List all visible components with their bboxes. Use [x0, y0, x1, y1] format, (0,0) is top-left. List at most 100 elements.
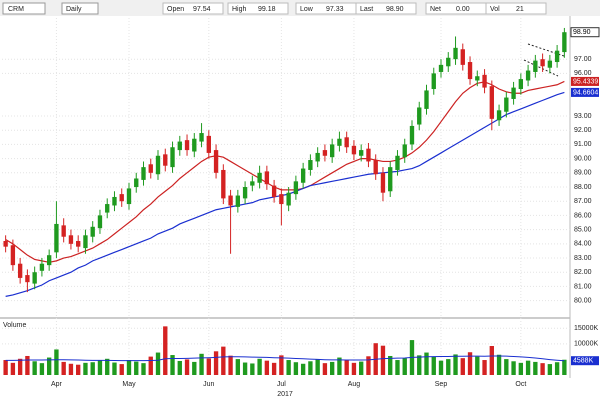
- candle-body: [105, 204, 110, 213]
- volume-bar: [25, 355, 30, 375]
- volume-bar: [562, 359, 567, 375]
- candle-body: [482, 74, 487, 88]
- field-value: 21: [516, 6, 524, 13]
- volume-bar: [308, 361, 313, 375]
- volume-bar: [518, 362, 524, 375]
- volume-bar: [525, 360, 531, 375]
- candle-body: [235, 195, 241, 207]
- candle-body: [322, 150, 328, 156]
- candle-body: [264, 171, 270, 185]
- candle-body: [453, 47, 458, 60]
- volume-bar: [134, 361, 139, 375]
- candle-body: [257, 172, 262, 183]
- candle-body: [388, 167, 393, 192]
- y-tick-label: 91.00: [574, 141, 592, 148]
- y-tick-label: 92.00: [574, 127, 592, 134]
- x-tick-label: Sep: [435, 381, 448, 388]
- y-tick-label: 86.00: [574, 212, 592, 219]
- volume-bar: [467, 352, 473, 375]
- field-label: High: [232, 6, 247, 13]
- candle-body: [395, 155, 400, 170]
- moving-average: [5, 91, 565, 297]
- candle-body: [97, 215, 103, 229]
- volume-bar: [76, 364, 81, 375]
- price-tag: [571, 87, 599, 97]
- candle-body: [351, 145, 357, 155]
- period-box[interactable]: [61, 2, 99, 15]
- candle-body: [192, 138, 197, 152]
- volume-bar: [315, 359, 320, 375]
- y-tick-label: 85.00: [574, 226, 592, 233]
- candle-body: [511, 87, 516, 99]
- volume-bar: [126, 360, 132, 375]
- volume-bar: [10, 362, 16, 375]
- y-tick-label: 97.00: [574, 56, 592, 63]
- y-tick-label: 90.00: [574, 155, 592, 162]
- volume-bar: [431, 356, 436, 375]
- volume-bar: [271, 362, 277, 375]
- symbol-box[interactable]: [2, 2, 46, 15]
- candle-body: [46, 255, 52, 266]
- candle-body: [438, 64, 444, 72]
- candle-body: [460, 49, 465, 65]
- candle-body: [10, 245, 16, 266]
- candle-body: [76, 240, 81, 247]
- volume-bar: [177, 360, 182, 375]
- price-tag-label: 95.4339: [573, 78, 598, 85]
- volume-bar: [366, 356, 371, 375]
- volume-bar: [61, 361, 66, 375]
- volume-bar: [453, 354, 458, 375]
- candle-body: [417, 107, 422, 125]
- candle-body: [126, 188, 132, 205]
- candle-body: [431, 73, 436, 90]
- volume-bar: [112, 362, 117, 375]
- x-tick-label: May: [122, 381, 136, 388]
- volume-bar: [46, 357, 52, 375]
- candle-body: [366, 148, 371, 162]
- candle-body: [562, 32, 567, 53]
- candle-body: [83, 235, 88, 249]
- volume-bar: [257, 358, 262, 375]
- y-tick-label: 83.00: [574, 255, 592, 262]
- candle-body: [554, 50, 560, 63]
- volume-bar: [388, 355, 393, 375]
- volume-bar: [554, 362, 560, 375]
- volume-bar: [54, 349, 59, 375]
- volume-bar: [206, 358, 211, 375]
- field-label: Last: [360, 6, 373, 13]
- volume-bar: [250, 363, 255, 375]
- volume-bar: [163, 326, 168, 375]
- price-tag: [571, 76, 599, 86]
- field-label: Open: [167, 6, 184, 13]
- volume-bar: [417, 355, 422, 375]
- volume-bar: [337, 357, 342, 375]
- y-tick-label: 88.00: [574, 184, 592, 191]
- volume-bar: [344, 360, 349, 375]
- candle-body: [359, 150, 364, 156]
- candle-body: [32, 272, 37, 284]
- volume-bar: [228, 355, 233, 375]
- volume-bar: [402, 358, 407, 375]
- candle-body: [300, 168, 306, 183]
- field-label: Low: [300, 6, 314, 13]
- volume-bar: [511, 361, 516, 375]
- volume-bar: [83, 362, 88, 375]
- moving-average: [5, 80, 565, 263]
- volume-bar: [264, 360, 270, 375]
- volume-bar: [32, 361, 37, 375]
- volume-bar: [184, 359, 190, 375]
- candle-body: [221, 169, 226, 199]
- volume-bar: [199, 353, 204, 375]
- candle-body: [213, 150, 219, 173]
- field-box: [355, 2, 417, 15]
- candle-body: [329, 144, 335, 158]
- candle-body: [148, 164, 153, 173]
- volume-bar: [351, 362, 357, 375]
- volume-bar: [540, 363, 545, 375]
- volume-bar: [322, 363, 328, 375]
- volume-bar: [221, 346, 226, 375]
- candle-body: [525, 70, 531, 81]
- symbol: CRM: [8, 6, 24, 13]
- volume-bar: [119, 364, 124, 375]
- candle-body: [3, 240, 8, 247]
